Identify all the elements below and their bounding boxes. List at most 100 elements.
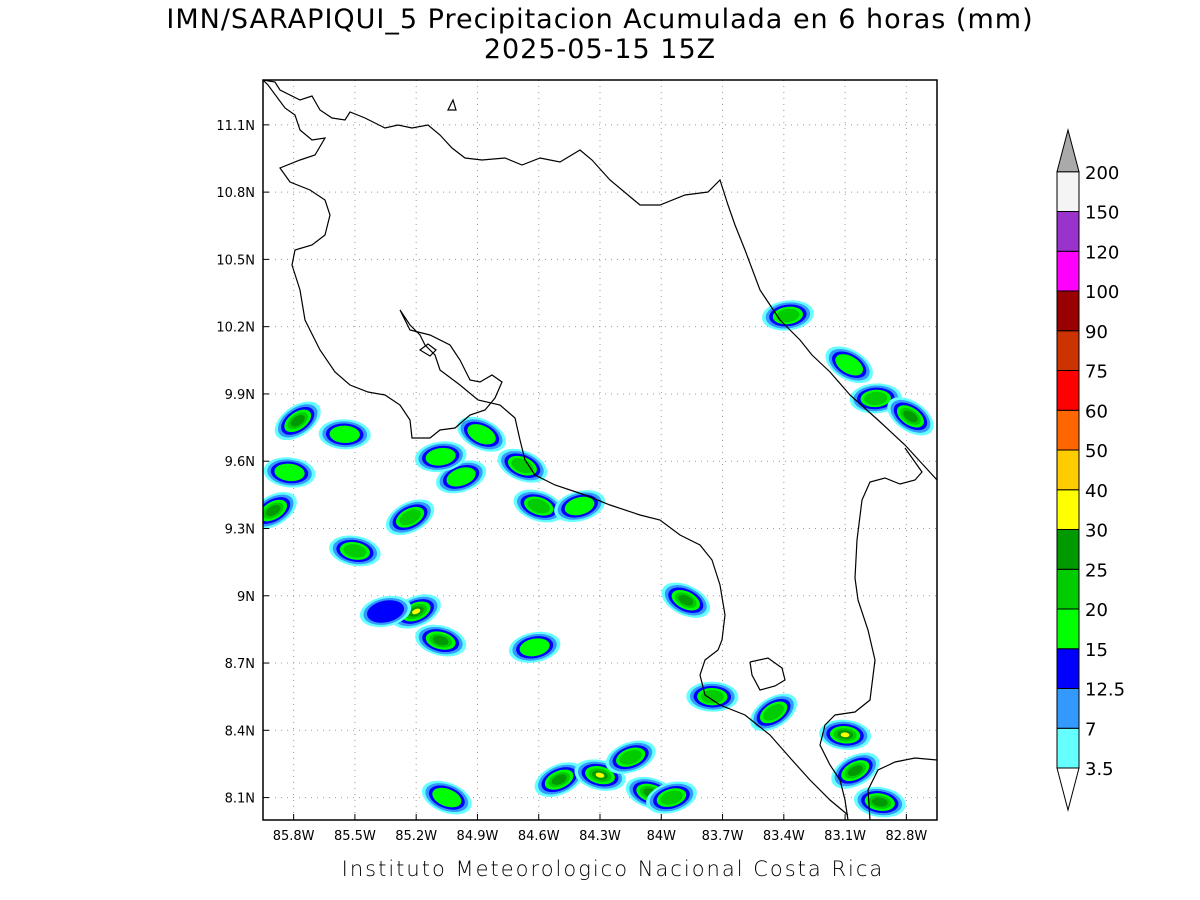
- legend-label: 7: [1085, 719, 1096, 740]
- legend-swatch: [1056, 529, 1080, 570]
- lat-tick-label: 9.9N: [225, 388, 255, 403]
- lon-tick-label: 85.5W: [334, 829, 376, 844]
- rain-cell: [686, 681, 739, 712]
- lower-coast: [867, 757, 937, 820]
- rain-cell: [263, 457, 316, 488]
- legend-label: 15: [1085, 640, 1108, 661]
- lat-tick-label: 10.2N: [216, 321, 255, 336]
- rain-cell: [819, 719, 872, 750]
- rain-contour: [776, 308, 800, 323]
- legend-swatch: [1056, 250, 1080, 292]
- caribbean-coastline: [263, 80, 849, 816]
- legend-swatch: [1056, 608, 1080, 650]
- rain-cell: [421, 780, 472, 815]
- rain-contour: [425, 447, 456, 466]
- rain-contour: [763, 704, 785, 721]
- rain-cell: [646, 781, 697, 814]
- rain-cell: [414, 441, 467, 473]
- rain-cell: [457, 416, 506, 452]
- color-legend: 3.5 7 12.5 15 20 25 30 40 50 60 75 90 100 120 150 200: [1056, 128, 1125, 812]
- rain-contour: [399, 509, 421, 526]
- rain-contour: [871, 797, 888, 807]
- lat-tick-label: 10.5N: [216, 253, 255, 268]
- lat-tick-label: 9.6N: [225, 455, 255, 470]
- rain-contour: [519, 638, 550, 657]
- axis-labels: 85.8W 85.5W 85.2W 84.9W 84.6W 84.3W 84W 83.7W 83…: [216, 119, 927, 844]
- rain-contour: [290, 414, 305, 427]
- lon-tick-label: 84.9W: [457, 829, 499, 844]
- rain-cell: [554, 490, 605, 523]
- legend-label: 50: [1085, 441, 1108, 462]
- gulf-island: [418, 343, 437, 357]
- rain-contour: [329, 425, 360, 444]
- legend-label: 30: [1085, 521, 1108, 542]
- legend-label: 200: [1085, 163, 1119, 184]
- legend-low-arrow: [1056, 767, 1080, 812]
- lat-tick-label: 10.8N: [216, 186, 255, 201]
- legend-swatch: [1056, 688, 1080, 729]
- pacific-coastline: [263, 80, 937, 481]
- rain-contour: [700, 690, 724, 704]
- island-shape: [447, 98, 457, 111]
- rain-cell: [385, 499, 435, 536]
- rain-cell: [513, 489, 564, 523]
- rain-contour: [343, 544, 367, 558]
- rain-cell: [534, 762, 584, 797]
- plot-area: [263, 80, 937, 820]
- lon-tick-label: 85.8W: [273, 829, 315, 844]
- rain-contour: [864, 391, 888, 406]
- legend-label: 150: [1085, 203, 1119, 224]
- rain-cell: [329, 535, 381, 567]
- rain-cell: [497, 448, 548, 483]
- rain-contour: [412, 608, 421, 615]
- legend-swatch: [1056, 211, 1080, 252]
- legend-swatch: [1056, 171, 1080, 212]
- lon-tick-label: 82.8W: [885, 829, 927, 844]
- rain-contour: [551, 774, 567, 785]
- legend-label: 12.5: [1085, 680, 1125, 701]
- rain-contour: [840, 732, 850, 738]
- lon-tick-label: 83.7W: [702, 829, 744, 844]
- rain-cell: [318, 419, 371, 450]
- rain-contour: [619, 749, 642, 765]
- legend-label: 120: [1085, 242, 1119, 263]
- credit-text: Instituto Meteorologico Nacional Costa R…: [341, 857, 885, 881]
- rain-contour: [265, 504, 281, 517]
- map-subtitle: 2025-05-15 15Z: [483, 34, 717, 65]
- legend-label: 75: [1085, 362, 1108, 383]
- rain-cell: [854, 786, 906, 818]
- legend-swatch: [1056, 370, 1080, 411]
- coastlines: [263, 80, 937, 820]
- lon-tick-label: 84.6W: [518, 829, 560, 844]
- rain-cell: [359, 595, 412, 628]
- rain-contour: [432, 635, 449, 646]
- rain-contour: [511, 458, 534, 474]
- lat-tick-label: 9N: [237, 590, 255, 605]
- rain-cell: [825, 346, 873, 384]
- lat-tick-label: 8.1N: [225, 792, 255, 807]
- lon-tick-label: 83.4W: [763, 829, 805, 844]
- peninsula-outline: [749, 657, 786, 691]
- legend-label: 20: [1085, 600, 1108, 621]
- legend-swatch: [1056, 489, 1080, 530]
- border-line: [819, 447, 923, 820]
- legend-label: 100: [1085, 282, 1119, 303]
- map-title: IMN/SARAPIQUI_5 Precipitacion Acumulada …: [166, 4, 1034, 35]
- lon-tick-label: 84W: [647, 829, 677, 844]
- precipitation-layer: [263, 300, 934, 818]
- legend-high-arrow: [1056, 128, 1080, 173]
- rain-cell: [274, 401, 321, 441]
- legend-label: 60: [1085, 401, 1108, 422]
- legend-swatch: [1056, 409, 1080, 451]
- legend-swatch: [1056, 290, 1080, 332]
- legend-swatch: [1056, 449, 1080, 491]
- legend-label: 25: [1085, 560, 1108, 581]
- rain-contour: [847, 765, 863, 777]
- rain-contour: [467, 424, 496, 445]
- rain-contour: [835, 354, 864, 376]
- lat-tick-label: 8.4N: [225, 724, 255, 739]
- lat-tick-label: 8.7N: [225, 657, 255, 672]
- rain-contour: [527, 498, 550, 514]
- lon-tick-label: 83.1W: [824, 829, 866, 844]
